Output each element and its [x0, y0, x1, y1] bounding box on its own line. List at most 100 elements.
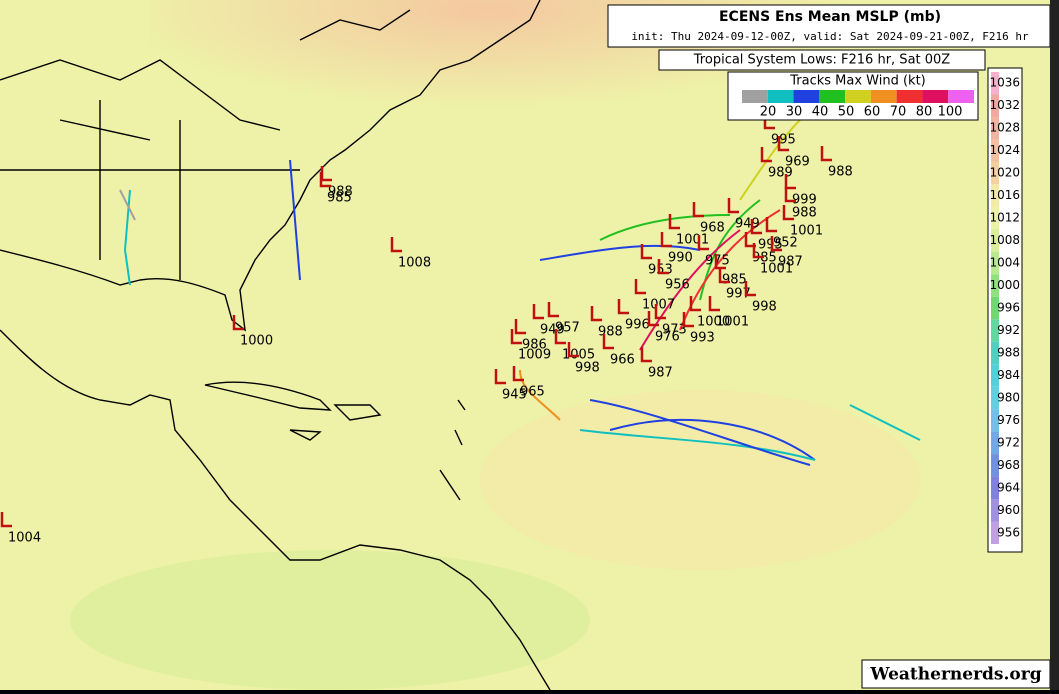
- low-marker: [782, 205, 794, 221]
- wind-color: [896, 90, 923, 103]
- pressure-color: [991, 499, 999, 522]
- pressure-tick-label: 1032: [989, 98, 1020, 112]
- low-marker: [708, 296, 720, 312]
- tracks: [119, 119, 921, 466]
- wind-color: [793, 90, 820, 103]
- low-marker: [718, 268, 730, 284]
- low-label: 987: [648, 366, 673, 381]
- low-label: 998: [752, 300, 777, 315]
- pressure-color: [991, 72, 999, 95]
- low-marker: [697, 235, 709, 251]
- pressure-tick-label: 996: [997, 301, 1020, 315]
- low-marker: [634, 279, 646, 295]
- wind-legend: 20 30 40 50 60 70 80 100: [742, 90, 974, 120]
- low-marker: [668, 214, 680, 230]
- low-label: 990: [668, 251, 693, 266]
- low-marker: [820, 146, 832, 162]
- low-marker: [617, 299, 629, 315]
- low-marker: [494, 369, 506, 385]
- pressure-shading: [480, 390, 920, 570]
- wind-color: [845, 90, 871, 103]
- pressure-color: [991, 386, 999, 410]
- low-label: 968: [700, 221, 725, 236]
- watermark-box: [861, 659, 1051, 689]
- wind-tick-label: 20: [760, 105, 777, 120]
- low-marker: [390, 237, 402, 253]
- pressure-shading: [70, 550, 590, 690]
- subtitle: init: Thu 2024-09-12-00Z, valid: Sat 202…: [631, 30, 1029, 43]
- pressure-color: [991, 341, 999, 365]
- low-label: 985: [327, 191, 352, 206]
- low-marker: [532, 304, 544, 320]
- low-marker: [727, 198, 739, 214]
- low-marker: [512, 366, 524, 382]
- pressure-tick-label: 960: [997, 503, 1020, 517]
- pressure-tick-label: 988: [997, 345, 1020, 359]
- low-marker: [657, 259, 669, 275]
- wind-tick-label: 40: [812, 105, 829, 120]
- pressure-color: [991, 296, 999, 320]
- pressure-color: [991, 274, 999, 297]
- wind-tick-label: 60: [864, 105, 881, 120]
- low-marker: [640, 244, 652, 260]
- low-marker: [514, 319, 526, 335]
- low-label: 993: [690, 331, 715, 346]
- low-marker: [547, 302, 559, 318]
- low-label: 988: [328, 185, 353, 200]
- wind-tick-label: 100: [938, 105, 963, 120]
- pressure-tick-label: 1020: [989, 166, 1020, 180]
- low-label: 1001: [676, 233, 709, 248]
- low-label: 985: [722, 273, 747, 288]
- pressure-color: [991, 454, 999, 477]
- pressure-color: [991, 139, 999, 162]
- pressure-color: [991, 364, 999, 387]
- low-label: 999: [792, 193, 817, 208]
- low-marker: [784, 187, 796, 203]
- low-marker: [760, 147, 772, 163]
- low-marker: [567, 342, 579, 358]
- low-marker: [692, 202, 704, 218]
- low-marker: [319, 172, 331, 188]
- low-marker: [602, 334, 614, 350]
- low-marker: [640, 347, 652, 363]
- pressure-tick-label: 1008: [989, 233, 1020, 247]
- low-label: 1000: [240, 334, 273, 349]
- wind-color: [767, 90, 794, 103]
- coastlines: [0, 0, 551, 691]
- low-label: 953: [648, 263, 673, 278]
- low-marker: [765, 217, 777, 233]
- wind-color: [819, 90, 846, 103]
- low-marker: [660, 232, 672, 248]
- low-marker: [714, 254, 726, 270]
- low-label: 966: [610, 353, 635, 368]
- pressure-color: [991, 184, 999, 207]
- wind-tick-label: 50: [838, 105, 855, 120]
- low-label: 998: [575, 361, 600, 376]
- wind-color: [870, 90, 897, 103]
- pressure-tick-label: 956: [997, 525, 1020, 539]
- wind-tick-label: 30: [786, 105, 803, 120]
- low-marker: [654, 304, 666, 320]
- low-marker: [744, 232, 756, 248]
- wind-color: [948, 90, 974, 103]
- pressure-tick-label: 1024: [989, 143, 1020, 157]
- low-marker: [682, 312, 694, 328]
- lows-title-box: [658, 49, 986, 71]
- low-marker: [232, 315, 244, 331]
- pressure-color: [991, 229, 999, 252]
- low-label: 996: [625, 318, 650, 333]
- low-label: 987: [778, 255, 803, 270]
- pressure-tick-label: 964: [997, 480, 1020, 494]
- low-marker: [647, 311, 659, 327]
- low-marker: [752, 243, 764, 259]
- low-marker: [777, 136, 789, 152]
- pressure-tick-label: 984: [997, 368, 1020, 382]
- lows-title: Tropical System Lows: F216 hr, Sat 00Z: [693, 53, 951, 68]
- pressure-color: [991, 409, 999, 432]
- low-marker: [689, 296, 701, 312]
- low-label: 949: [735, 217, 760, 232]
- low-label: 1004: [8, 531, 41, 546]
- pressure-color: [991, 521, 999, 544]
- pressure-color: [991, 206, 999, 230]
- low-label: 1008: [398, 256, 431, 271]
